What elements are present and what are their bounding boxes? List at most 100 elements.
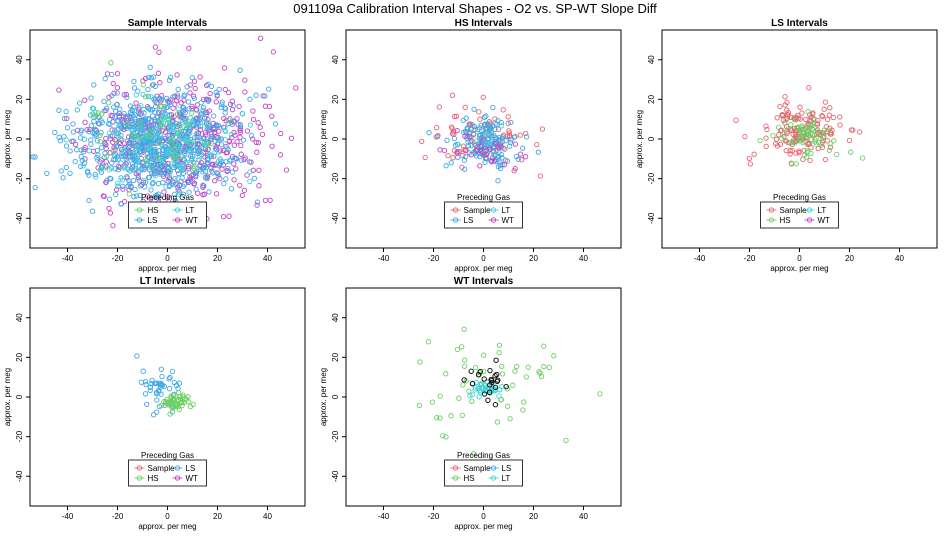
point-ls	[219, 101, 225, 107]
x-tick-label: 0	[481, 512, 486, 521]
point-sample	[787, 148, 793, 154]
point-wt	[454, 149, 460, 155]
point-unknown	[487, 367, 493, 374]
point-sample	[789, 148, 795, 154]
point-lt	[200, 169, 206, 175]
point-hs	[826, 147, 833, 153]
point-ls	[129, 107, 135, 113]
point-ls	[127, 143, 133, 150]
point-ls	[113, 191, 119, 198]
point-ls	[184, 84, 190, 90]
point-sample	[820, 113, 826, 120]
point-wt	[103, 159, 109, 165]
point-ls	[481, 114, 488, 120]
point-wt	[64, 115, 70, 122]
point-ls	[214, 92, 221, 98]
point-hs	[157, 117, 163, 124]
point-sample	[785, 109, 792, 116]
point-ls	[170, 94, 176, 100]
point-lt	[188, 149, 194, 155]
x-tick-label: 0	[165, 512, 170, 521]
point-ls	[148, 160, 155, 166]
point-ls	[204, 156, 211, 162]
point-hs	[512, 368, 518, 374]
point-ls	[166, 183, 172, 190]
point-ls	[476, 132, 483, 138]
point-ls	[462, 166, 468, 172]
point-lt	[129, 155, 135, 161]
point-wt	[255, 139, 262, 146]
point-lt	[197, 154, 203, 160]
panel-5: WT Intervals -40 -20 0 20 40 -40 -20 0 20 40 approx…	[319, 276, 622, 531]
point-wt	[109, 133, 116, 139]
point-ls	[178, 134, 184, 140]
point-hs	[158, 402, 164, 409]
point-ls	[94, 154, 100, 161]
point-lt	[113, 130, 119, 137]
point-ls	[88, 137, 94, 143]
point-ls	[230, 103, 236, 109]
point-ls	[146, 105, 152, 111]
point-wt	[156, 49, 162, 55]
point-hs	[140, 82, 146, 88]
point-lt	[482, 132, 489, 138]
point-ls	[109, 71, 115, 78]
point-lt	[484, 141, 491, 147]
point-hs	[514, 363, 520, 370]
point-ls	[147, 128, 153, 134]
point-wt	[244, 128, 251, 134]
point-wt	[478, 143, 484, 149]
point-ls	[86, 197, 92, 204]
point-hs	[142, 94, 149, 100]
point-ls	[169, 368, 176, 375]
point-hs	[425, 339, 432, 345]
point-ls	[178, 111, 184, 117]
point-lt	[472, 385, 478, 391]
point-wt	[487, 146, 493, 152]
point-wt	[114, 85, 121, 91]
point-wt	[107, 210, 114, 216]
point-hs	[170, 154, 176, 161]
point-sample	[419, 138, 425, 145]
point-ls	[115, 167, 122, 173]
point-ls	[115, 118, 121, 124]
x-tick-label: 20	[529, 512, 538, 521]
legend: Preceding Gas Sample LT LS WT	[444, 193, 523, 229]
x-tick-label: 20	[845, 254, 854, 263]
point-ls	[161, 136, 167, 142]
point-wt	[140, 78, 146, 84]
point-lt	[151, 135, 157, 141]
point-hs	[190, 165, 197, 172]
point-wt	[136, 107, 142, 113]
panel-title: LT Intervals	[140, 276, 196, 287]
point-wt	[165, 194, 171, 200]
point-ls	[164, 104, 171, 110]
point-lt	[496, 393, 502, 399]
point-ls	[180, 104, 186, 111]
legend-entry-sample: Sample	[464, 206, 492, 215]
point-ls	[64, 125, 71, 131]
point-hs	[779, 136, 785, 142]
legend-entry-wt: WT	[186, 216, 199, 225]
data-points	[30, 35, 299, 229]
point-ls	[145, 93, 152, 100]
point-ls	[96, 121, 103, 127]
panel-4: LT Intervals -40 -20 0 20 40 -40 -20 0 20 40 approx…	[3, 276, 306, 531]
point-hs	[523, 374, 529, 380]
point-ls	[63, 164, 69, 171]
point-lt	[106, 130, 112, 136]
point-ls	[237, 124, 243, 130]
legend-swatch-point	[136, 207, 143, 213]
point-hs	[105, 100, 112, 106]
point-unknown	[489, 379, 495, 386]
point-wt	[120, 186, 126, 192]
point-wt	[111, 144, 117, 151]
point-ls	[183, 160, 189, 166]
legend-entry-ls: LS	[464, 216, 474, 225]
point-lt	[139, 167, 145, 173]
point-ls	[159, 147, 166, 153]
point-hs	[176, 130, 182, 136]
point-sample	[837, 114, 843, 120]
point-wt	[231, 142, 237, 148]
point-wt	[135, 175, 142, 181]
